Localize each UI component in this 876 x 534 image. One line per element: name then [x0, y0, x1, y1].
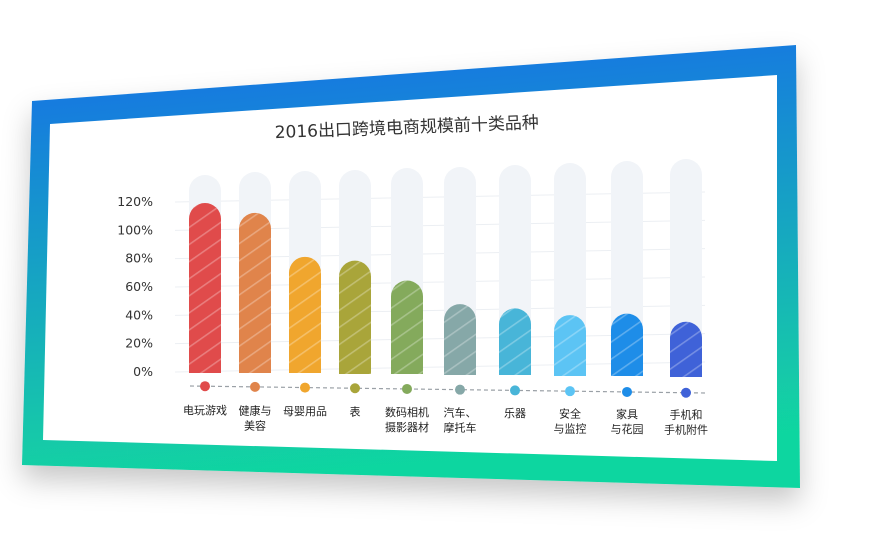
y-tick-label: 80% — [125, 251, 153, 266]
bars — [189, 203, 702, 377]
category-dot — [402, 383, 412, 394]
category-dot — [510, 385, 520, 396]
x-axis-dashed-line — [189, 385, 706, 394]
x-tick-label: 家具 — [616, 407, 638, 421]
y-tick-label: 20% — [125, 336, 153, 351]
x-tick-label: 美容 — [244, 419, 266, 433]
x-tick-label: 电玩游戏 — [183, 404, 227, 417]
x-tick-label: 表 — [350, 405, 361, 419]
category-dot — [622, 386, 632, 397]
bar-stripes — [239, 212, 271, 373]
x-tick-label: 手机附件 — [664, 423, 708, 437]
bar-stripes — [391, 280, 423, 374]
category-dot — [565, 386, 575, 397]
y-axis: 0% 20% 40% 60% 80% 100% 120% — [117, 194, 153, 379]
x-tick-label: 汽车、 — [444, 406, 477, 420]
category-dots — [200, 381, 691, 398]
bar-track — [670, 159, 702, 377]
x-tick-label: 健康与 — [239, 404, 272, 418]
bar-stripes — [339, 260, 371, 374]
x-axis — [189, 385, 706, 394]
y-tick-label: 0% — [133, 364, 153, 379]
bar-stripes — [611, 313, 643, 376]
x-tick-label: 摩托车 — [444, 421, 477, 435]
x-tick-label: 摄影器材 — [385, 420, 429, 434]
category-dot — [455, 384, 465, 395]
bar-stripes — [499, 308, 531, 375]
bar-stripes — [554, 315, 586, 376]
y-tick-label: 120% — [117, 194, 153, 209]
x-tick-label: 乐器 — [504, 407, 526, 420]
x-tick-label: 与监控 — [554, 422, 587, 436]
y-tick-label: 100% — [117, 222, 153, 237]
x-tick-label: 数码相机 — [385, 405, 429, 419]
x-tick-label: 与花园 — [611, 423, 644, 436]
category-dot — [681, 387, 691, 398]
category-dot — [250, 381, 260, 392]
bar-stripes — [444, 304, 476, 375]
y-tick-label: 60% — [125, 279, 153, 294]
bar-stripes — [289, 256, 321, 373]
category-dot — [200, 381, 210, 392]
bar-stripes — [670, 321, 702, 377]
bar-stripes — [189, 203, 221, 373]
category-dot — [350, 383, 360, 394]
x-tick-label: 手机和 — [670, 408, 703, 422]
x-tick-label: 安全 — [559, 407, 581, 421]
category-dot — [300, 382, 310, 393]
x-tick-label: 母婴用品 — [283, 405, 327, 418]
y-tick-label: 40% — [125, 307, 153, 322]
